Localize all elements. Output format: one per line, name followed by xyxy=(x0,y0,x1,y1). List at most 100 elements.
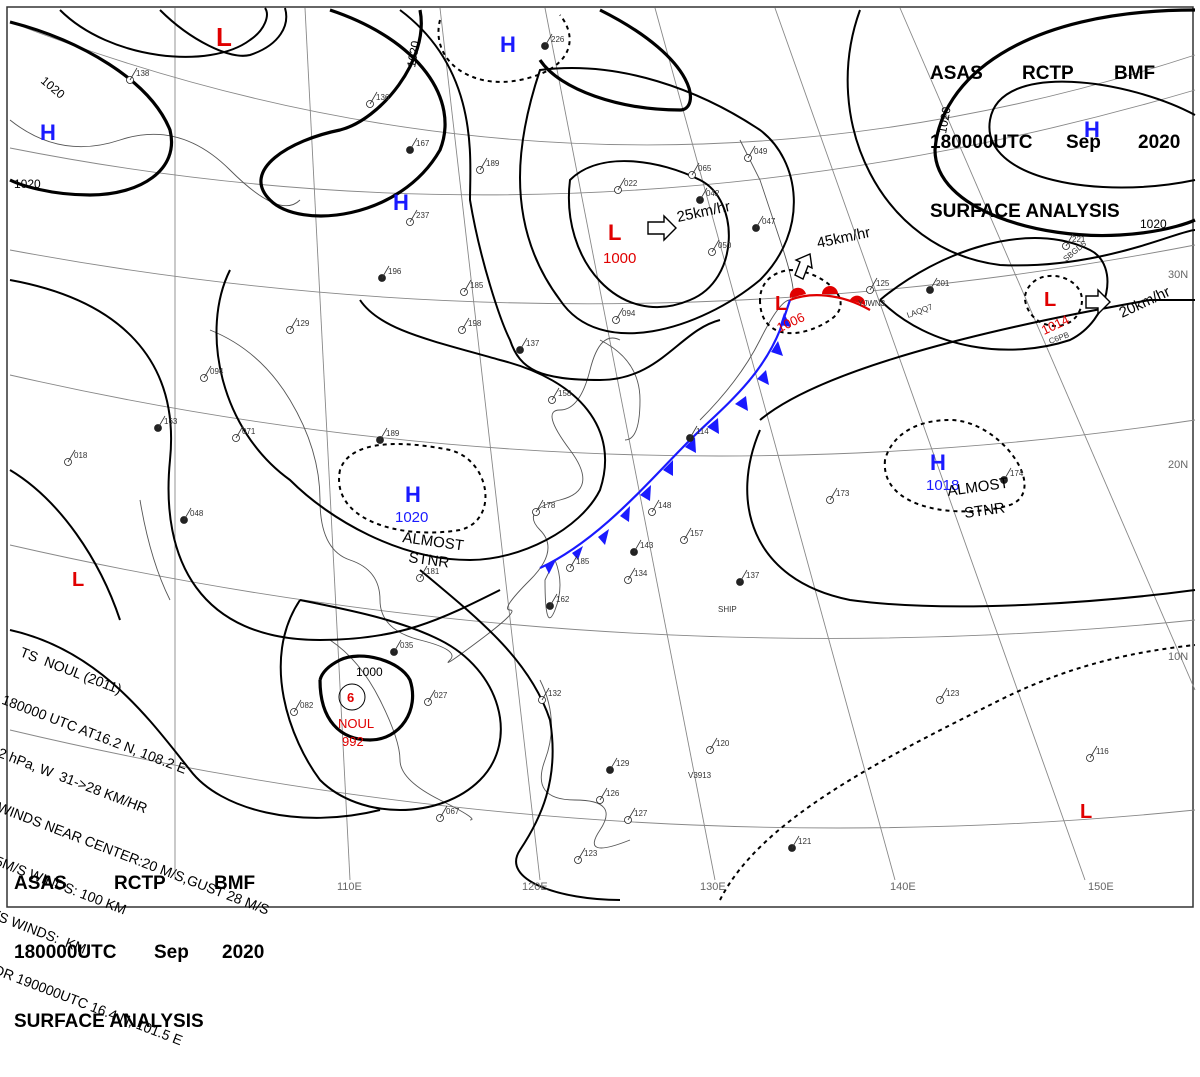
wind-barb xyxy=(791,835,800,849)
station-pressure: 120 xyxy=(716,739,730,748)
wind-barb xyxy=(551,387,560,401)
typhoon-circle xyxy=(338,683,366,711)
station-pressure: 136 xyxy=(376,93,390,102)
header-station: RCTP xyxy=(1022,63,1074,84)
map-frame xyxy=(6,6,1194,908)
typhoon-marker xyxy=(338,683,366,711)
station-pressure: 065 xyxy=(698,164,712,173)
longitude-line-140e xyxy=(654,7,896,881)
wind-barb xyxy=(627,567,636,581)
latitude-line-0 xyxy=(9,729,1196,829)
high-value-pacific: 1018 xyxy=(926,477,959,494)
station-pressure: 148 xyxy=(658,501,672,510)
wind-barb xyxy=(293,699,302,713)
station-pressure: 237 xyxy=(416,211,430,220)
longitude-line-130e xyxy=(544,7,716,881)
isobar-1020-siberia xyxy=(933,8,1196,238)
warm-front-lobe xyxy=(789,287,806,298)
wind-barb xyxy=(541,687,550,701)
isobars xyxy=(9,7,1196,901)
station-pressure: 018 xyxy=(74,451,88,460)
isobar-1020-upper xyxy=(538,8,692,112)
station-pressure: 196 xyxy=(388,267,402,276)
wind-barb xyxy=(739,569,748,583)
station-pressure: 181 xyxy=(426,567,440,576)
station-label-ship: SHIP xyxy=(718,605,737,614)
station-pressure: 127 xyxy=(634,809,648,818)
station-pressure: 198 xyxy=(468,319,482,328)
coast-china xyxy=(209,329,621,663)
longitude-line-110e xyxy=(304,7,351,881)
coast-north xyxy=(9,119,301,207)
motion-arrow-pacific xyxy=(1085,288,1111,316)
isobar-1000-typhoon xyxy=(318,654,415,742)
isobar-china-outer xyxy=(9,279,501,642)
high-symbol-west: H xyxy=(40,120,56,145)
station-pressure: 123 xyxy=(584,849,598,858)
coastlines xyxy=(9,119,794,849)
header-line-2: 180000UTC Sep 2020 xyxy=(930,131,1180,154)
header-top-right: ASAS RCTP BMF 180000UTC Sep 2020 SURFACE ANA… xyxy=(930,16,1180,246)
longitude-line-160e xyxy=(899,7,1196,691)
isobar-japan-sea-inner xyxy=(567,160,730,308)
cold-front-barb xyxy=(663,460,673,476)
low-symbol-north: L xyxy=(216,22,232,52)
isobar-north-a xyxy=(59,7,268,58)
cold-front-barb xyxy=(598,529,609,545)
station-pressure: 125 xyxy=(876,279,890,288)
station-plots: 226 138 136 167 189 237 196 185 198 137 094 022 042 0… xyxy=(64,33,1109,864)
cold-front-barb xyxy=(780,313,791,327)
lon-label-110e: 110E xyxy=(337,881,362,893)
wind-barb xyxy=(869,277,878,291)
station-pressure: 129 xyxy=(296,319,310,328)
header-year: 2020 xyxy=(1138,132,1181,153)
wind-barb xyxy=(1089,745,1098,759)
wind-barb xyxy=(1003,467,1012,481)
longitude-line-150e xyxy=(774,7,1086,881)
wind-barb xyxy=(535,499,544,513)
wind-barb xyxy=(544,33,553,47)
station-pressure: 094 xyxy=(210,367,224,376)
wind-barb xyxy=(929,277,938,291)
wind-barb xyxy=(609,757,618,771)
wind-barb xyxy=(939,687,948,701)
longitude-line-120e xyxy=(439,7,541,881)
wind-barb xyxy=(439,805,448,819)
high-symbol-central: H xyxy=(393,190,409,215)
coast-indochina xyxy=(329,639,473,821)
motion-arrow-frontal xyxy=(794,252,813,280)
isobar-bay xyxy=(9,469,121,621)
low-value-japan-sea: 1000 xyxy=(603,250,636,267)
isobar-label: 1020 xyxy=(14,177,41,191)
wind-barb xyxy=(633,539,642,553)
station-pressure: 221 xyxy=(1072,235,1086,244)
station-pressure: 129 xyxy=(616,759,630,768)
station-pressure: 185 xyxy=(576,557,590,566)
coast-bay xyxy=(139,499,171,601)
station-label-v3913: V3913 xyxy=(688,771,712,780)
station-pressure: 049 xyxy=(754,147,768,156)
latitude-line-10n xyxy=(9,544,1196,639)
surface-analysis-map: 226 138 136 167 189 237 196 185 198 137 094 022 042 0… xyxy=(6,6,1196,908)
low-symbol-southeast: L xyxy=(1080,801,1092,823)
latitude-line-40n xyxy=(9,89,1196,196)
station-pressure: 048 xyxy=(190,509,204,518)
station-pressure: 143 xyxy=(640,541,654,550)
wind-barb xyxy=(479,157,488,171)
station-pressure: 121 xyxy=(798,837,812,846)
wind-barb xyxy=(157,415,166,429)
high-symbol-pacific: H xyxy=(930,450,946,475)
high-symbol-china: H xyxy=(405,482,421,507)
latitude-line-30n xyxy=(9,244,1196,305)
wind-barb xyxy=(689,425,698,439)
station-pressure: 094 xyxy=(622,309,636,318)
low-symbol-pacific: L xyxy=(1044,289,1056,311)
isobar-central-b xyxy=(399,9,721,382)
station-pressure: 167 xyxy=(416,139,430,148)
header-agency: ASAS xyxy=(930,63,983,84)
header-title: SURFACE ANALYSIS xyxy=(930,201,1120,222)
station-pressure: 082 xyxy=(300,701,314,710)
wind-barb xyxy=(549,593,558,607)
wind-barb xyxy=(379,427,388,441)
isobar-1020-central xyxy=(259,8,447,218)
